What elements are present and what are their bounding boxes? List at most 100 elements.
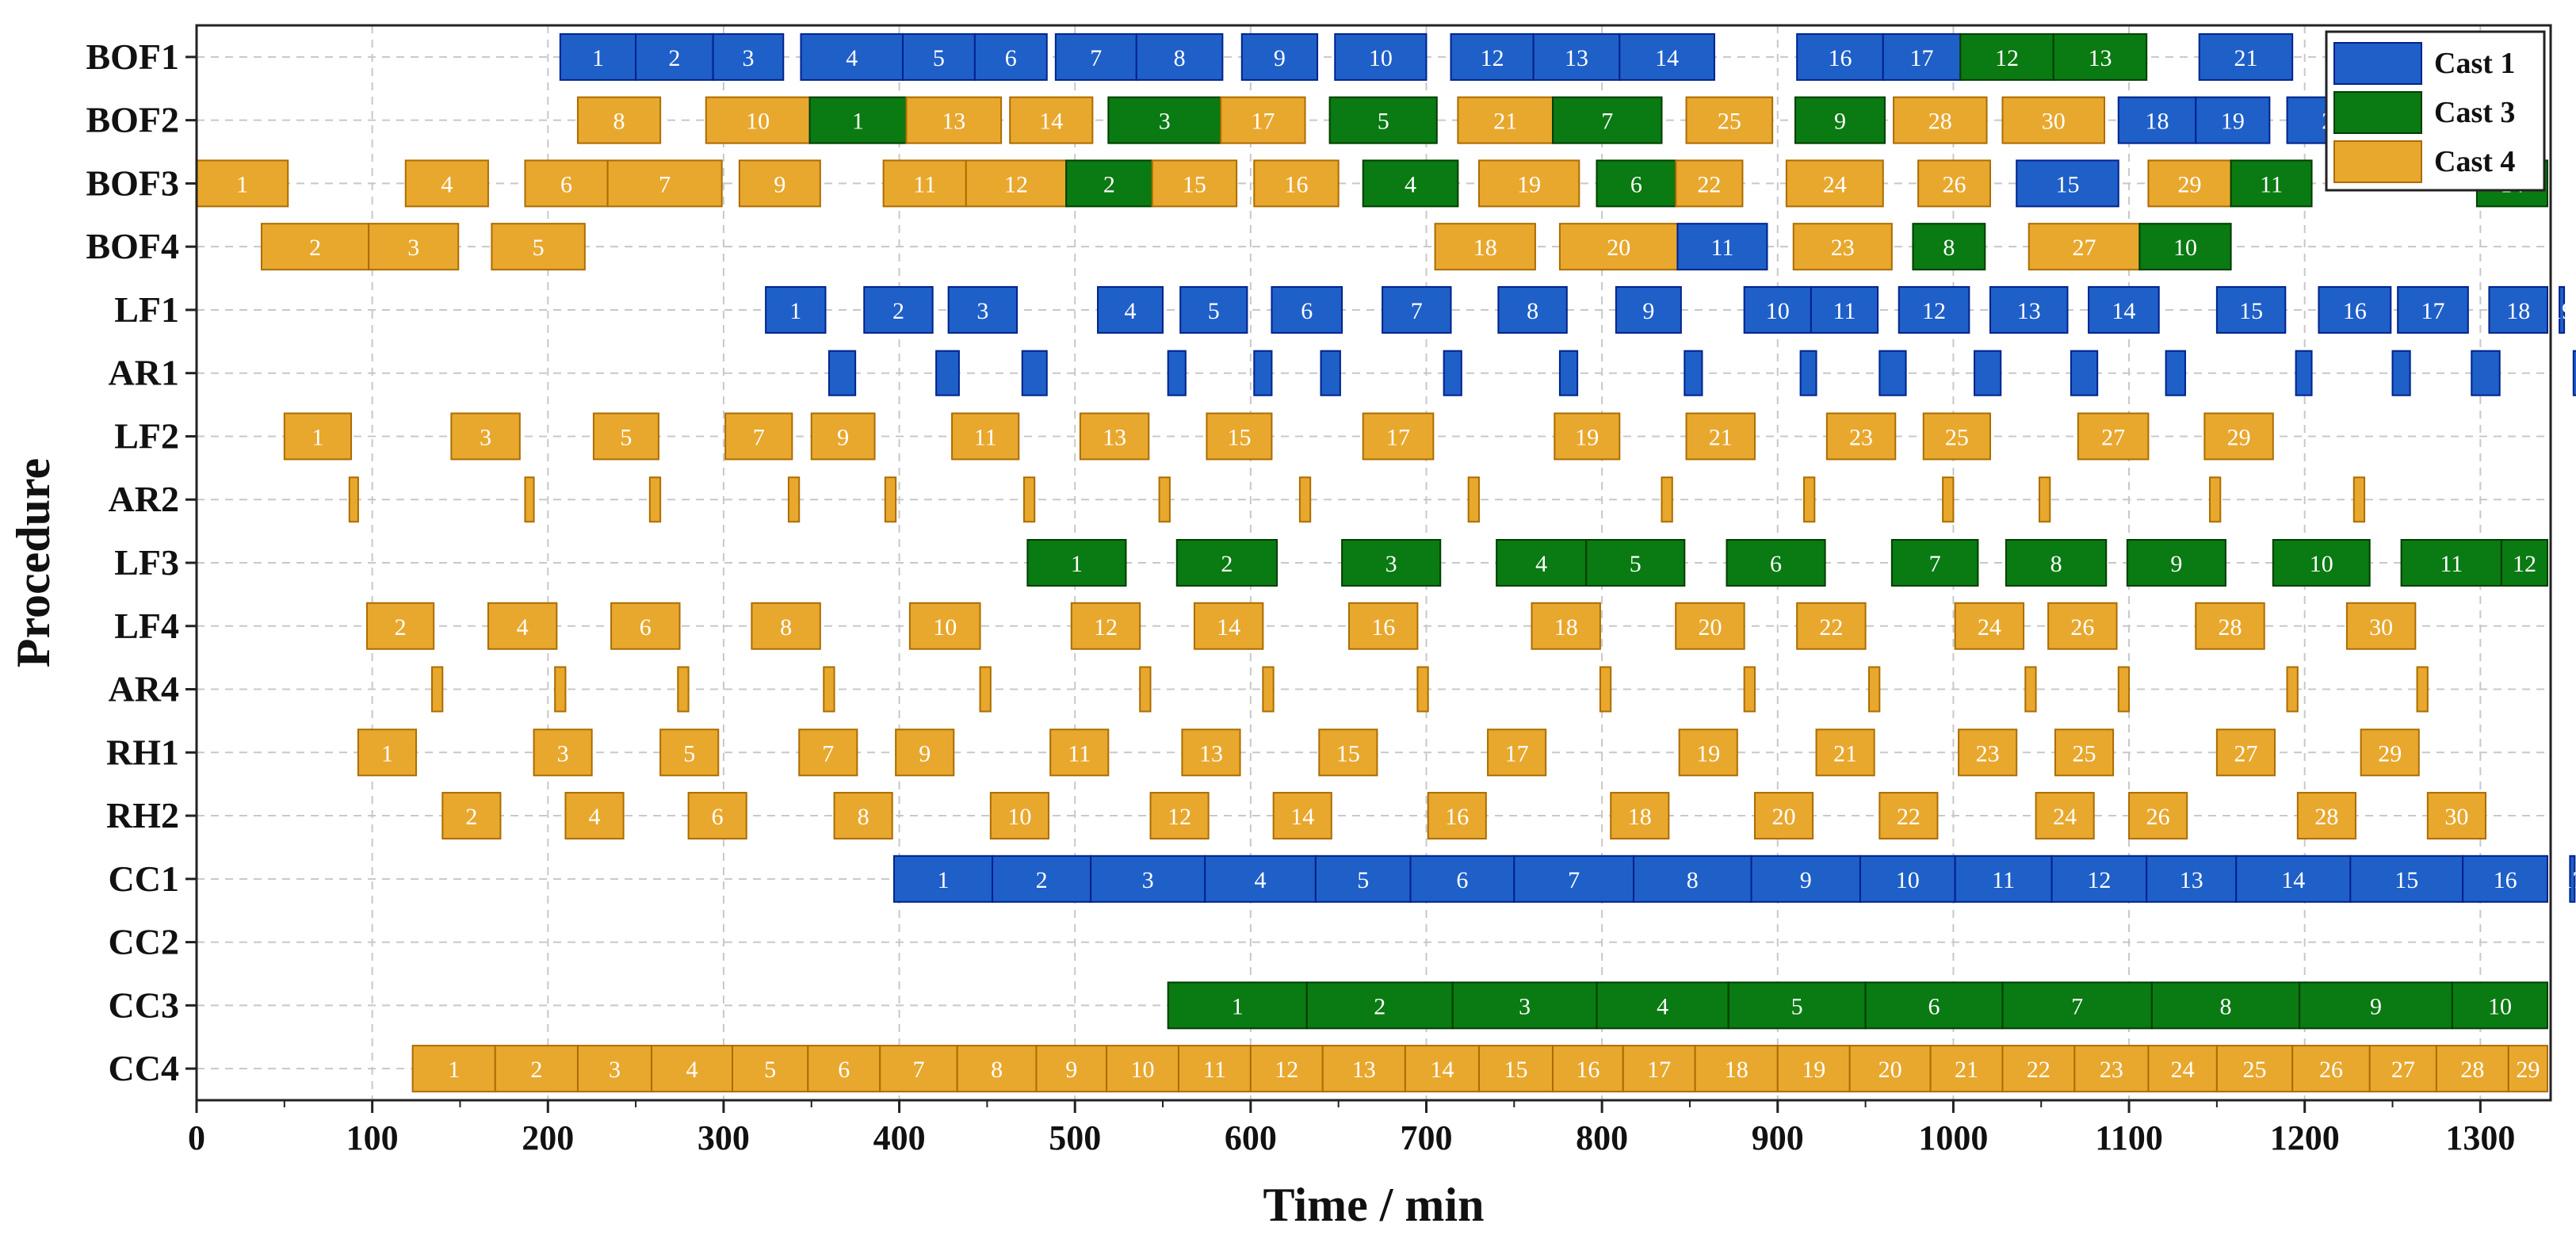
gantt-bar-label: 19 <box>1517 171 1541 197</box>
gantt-bar-label: 26 <box>1943 171 1966 197</box>
gantt-bar: 2 <box>1305 981 1454 1030</box>
gantt-bar-label: 3 <box>407 235 419 261</box>
x-axis-title: Time / min <box>1263 1179 1485 1231</box>
gantt-bar: 5 <box>491 223 586 271</box>
gantt-bar-rect <box>1272 792 1332 840</box>
x-tick-label: 800 <box>1576 1118 1628 1157</box>
gantt-bar-rect <box>1558 223 1679 271</box>
gantt-bar-label: 2 <box>1103 171 1115 197</box>
gantt-bar-label: 3 <box>480 424 491 450</box>
gantt-bar: 25 <box>2054 728 2115 777</box>
gantt-bar-label: 6 <box>1630 171 1642 197</box>
gantt-bar: 20 <box>1753 792 1814 840</box>
gantt-bar-label: 14 <box>1430 1057 1454 1083</box>
gantt-bar-label: 29 <box>2378 740 2402 767</box>
gantt-bar-rect <box>2195 96 2271 144</box>
gantt-bar-rect <box>2230 159 2313 208</box>
gantt-bar-rect <box>2001 981 2153 1030</box>
gantt-bar: 3 <box>368 223 460 271</box>
gantt-bar-rect <box>751 602 821 650</box>
gantt-bar: 14 <box>1404 1045 1480 1093</box>
gantt-bar: 17 <box>1362 412 1435 461</box>
gantt-bar: 27 <box>2077 412 2150 461</box>
gantt-bar-rect <box>1785 159 1884 208</box>
gantt-bar-label: 22 <box>1897 804 1921 830</box>
gantt-bar-rect <box>2209 476 2222 523</box>
gantt-bar: 9 <box>895 728 955 777</box>
gantt-bar-rect <box>2001 96 2106 144</box>
gantt-bar: 2 <box>261 223 370 271</box>
gantt-bar: 2 <box>1065 159 1153 208</box>
gantt-bar: 27 <box>2215 728 2276 777</box>
gantt-bar-label: 4 <box>1255 867 1267 893</box>
gantt-bar: 1 <box>357 728 418 777</box>
gantt-bar: 3 <box>533 728 593 777</box>
gantt-bar: 9 <box>810 412 876 461</box>
gantt-bar: 25 <box>1922 412 1991 461</box>
gantt-bar: 5 <box>592 412 659 461</box>
gantt-bar-label: 12 <box>2087 867 2111 893</box>
gantt-bar-label: 7 <box>1929 551 1941 577</box>
gantt-bar <box>1167 350 1187 396</box>
gantt-bar-rect <box>1328 96 1438 144</box>
gantt-bar-label: 12 <box>1004 171 1028 197</box>
gantt-bar-label: 4 <box>1405 171 1416 197</box>
gantt-bar-rect <box>1450 32 1535 81</box>
gantt-bar: 12 <box>2500 539 2548 587</box>
gantt-bar-label: 15 <box>1227 424 1251 450</box>
gantt-bar-rect <box>606 159 723 208</box>
gantt-bar: 11 <box>1676 223 1768 271</box>
gantt-bar: 27 <box>2028 223 2141 271</box>
gantt-bar: 12 <box>1149 792 1210 840</box>
gantt-bar-rect <box>1204 854 1317 903</box>
gantt-bar: 2 <box>1175 539 1278 587</box>
x-tick-label: 1100 <box>2095 1118 2163 1157</box>
gantt-bar: 18 <box>2117 96 2197 144</box>
gantt-bar: 11 <box>1954 854 2053 903</box>
gantt-bar: 5 <box>1727 981 1867 1030</box>
gantt-bar-label: 8 <box>1943 235 1955 261</box>
gantt-bar: 8 <box>1912 223 1986 271</box>
gantt-bar <box>2117 666 2131 713</box>
gantt-bar-label: 20 <box>1878 1057 1902 1083</box>
gantt-bar-label: 19 <box>1575 424 1599 450</box>
gantt-bar-rect <box>1513 854 1635 903</box>
gantt-bar-label: 3 <box>1519 993 1531 1019</box>
gantt-bar: 22 <box>2001 1045 2076 1093</box>
gantt-bar: 12 <box>1249 1045 1324 1093</box>
gantt-bar: 18 <box>1434 223 1536 271</box>
gantt-bar-rect <box>524 476 535 523</box>
gantt-bar-label: 8 <box>858 804 869 830</box>
gantt-bar: 29 <box>2507 1045 2548 1093</box>
gantt-bar: 2 <box>863 285 934 334</box>
gantt-bar-label: 5 <box>1791 993 1803 1019</box>
gantt-bar-label: 8 <box>1527 298 1538 324</box>
gantt-bar-rect <box>1477 159 1580 208</box>
y-tick-label: CC1 <box>109 858 179 899</box>
gantt-bar-rect <box>1240 32 1319 81</box>
gantt-bar <box>1599 666 1612 713</box>
gantt-bar: 7 <box>724 412 793 461</box>
gantt-bar-rect <box>973 32 1048 81</box>
gantt-bar-rect <box>892 854 994 903</box>
gantt-bar: 28 <box>2195 602 2265 650</box>
gantt-bar-rect <box>1443 350 1462 396</box>
gantt-bar-rect <box>2024 666 2037 713</box>
gantt-bar-rect <box>1531 602 1601 650</box>
gantt-bar-rect <box>1794 96 1886 144</box>
gantt-bar <box>554 666 567 713</box>
gantt-bar-label: 19 <box>2221 109 2245 135</box>
gantt-bar-rect <box>2500 539 2548 587</box>
y-tick-label: LF2 <box>114 415 179 456</box>
gantt-bar-rect <box>2471 350 2501 396</box>
gantt-bar: 6 <box>973 32 1048 81</box>
gantt-bar <box>1799 350 1817 396</box>
gantt-bar-rect <box>732 1045 809 1093</box>
gantt-bar-label: 1 <box>592 45 604 71</box>
gantt-bar: 21 <box>1457 96 1554 144</box>
gantt-bar-label: 24 <box>2053 804 2077 830</box>
gantt-bar <box>979 666 992 713</box>
gantt-bar: 19 <box>1678 728 1738 777</box>
gantt-bar <box>823 666 835 713</box>
gantt-bar-label: 18 <box>1554 614 1578 640</box>
